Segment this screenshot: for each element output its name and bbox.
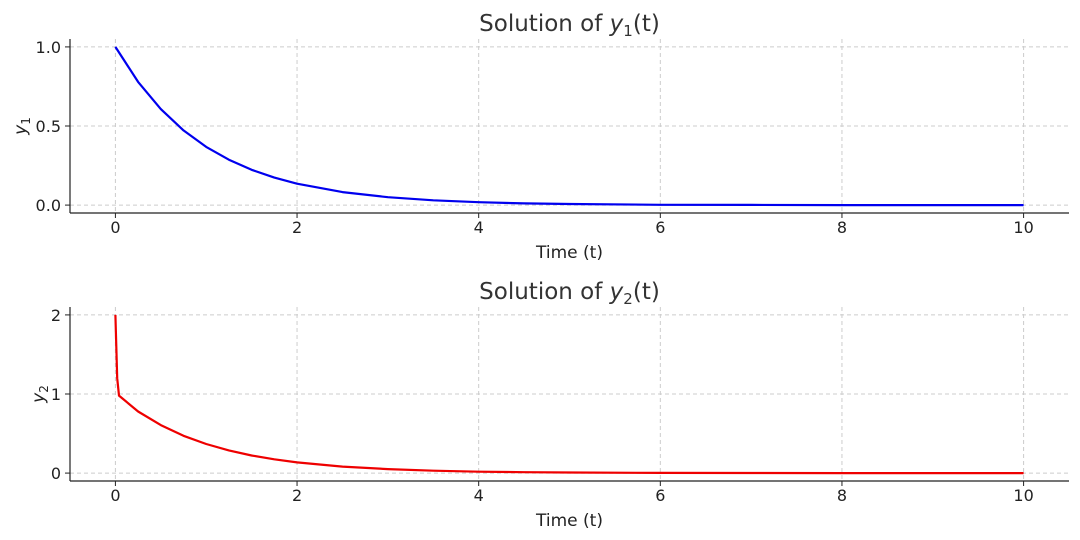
x-axis-label: Time (t) [535,243,603,263]
x-tick-label: 8 [837,218,847,237]
y-tick-label: 0 [51,464,61,483]
x-tick-label: 0 [110,218,120,237]
chart-title-prefix: Solution of [479,279,610,305]
chart-title: Solution of y2(t) [479,279,660,308]
x-tick-label: 4 [474,486,484,505]
x-tick-label: 4 [474,218,484,237]
y-axis-label-var: y [11,124,31,136]
y-axis-label-sub: 2 [37,385,51,393]
x-tick-label: 2 [292,218,302,237]
chart-title-var: y [609,11,624,37]
y-axis-label: y1 [11,117,33,136]
y-tick-label: 0.5 [36,117,61,136]
y-axis-label-sub: 1 [19,117,33,125]
y-axis-label-var: y [29,392,49,404]
chart-title-suffix: (t) [633,279,660,305]
y-tick-label: 0.0 [36,196,61,215]
chart-title: Solution of y1(t) [479,11,660,40]
y-axis-label: y2 [29,385,51,404]
y-tick-label: 1 [51,385,61,404]
x-tick-label: 0 [110,486,120,505]
x-tick-label: 8 [837,486,847,505]
series-line [114,46,1024,207]
x-tick-label: 6 [655,218,665,237]
x-tick-label: 10 [1013,486,1033,505]
series-line [114,314,1024,475]
chart-title-suffix: (t) [633,11,660,37]
chart-title-var: y [609,279,624,305]
x-tick-label: 10 [1013,218,1033,237]
chart-title-sub: 1 [623,22,633,40]
x-tick-label: 2 [292,486,302,505]
x-tick-label: 6 [655,486,665,505]
chart-title-prefix: Solution of [479,11,610,37]
y-tick-label: 1.0 [36,38,61,57]
y-tick-label: 2 [51,306,61,325]
x-axis-label: Time (t) [535,511,603,531]
chart-title-sub: 2 [623,290,633,308]
